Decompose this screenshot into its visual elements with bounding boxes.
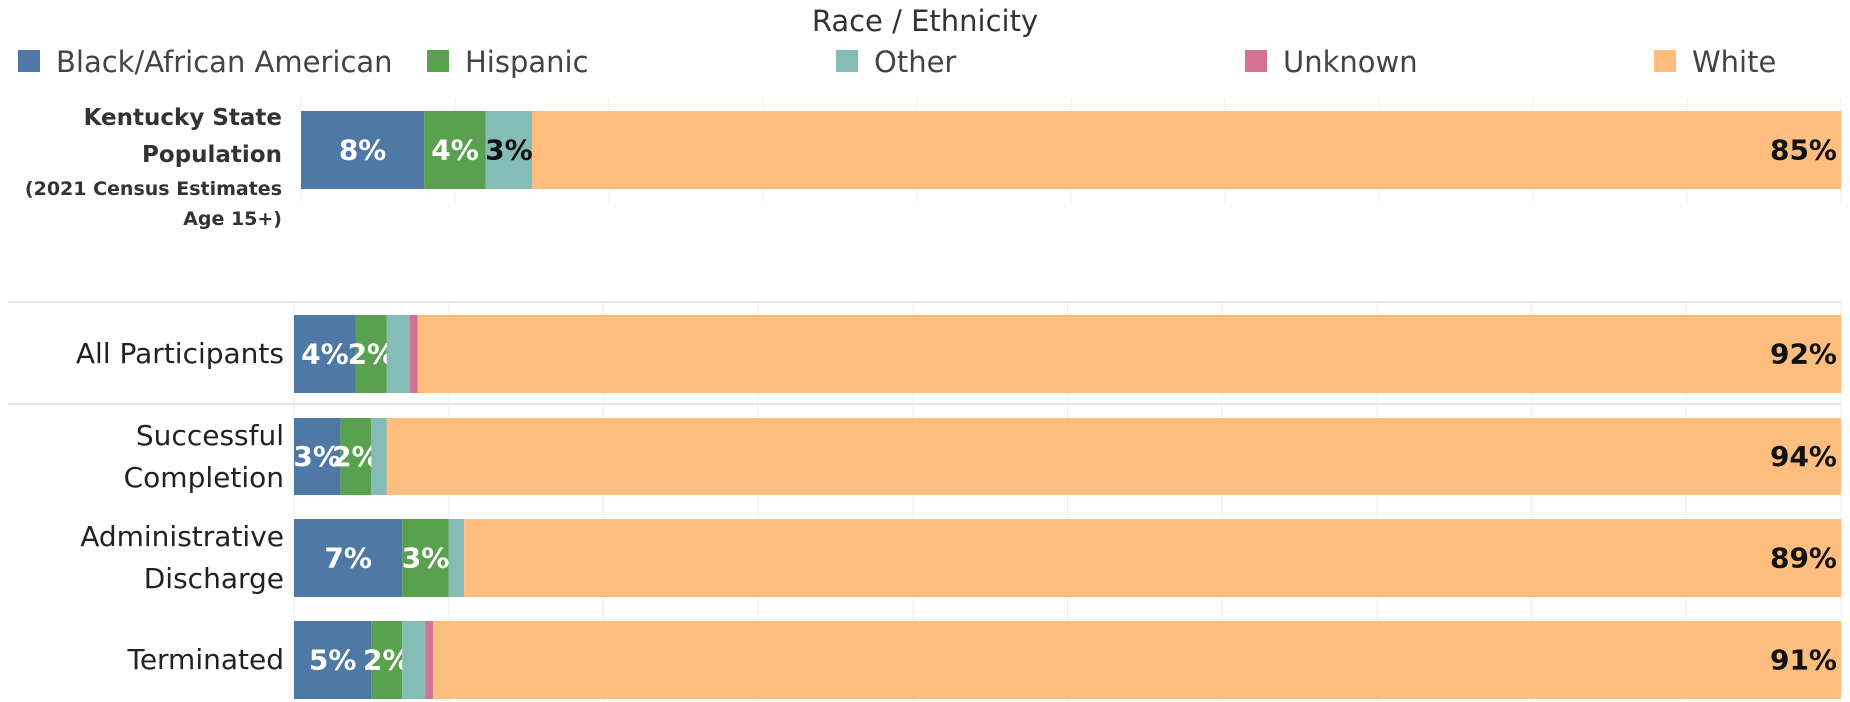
bar-segment bbox=[294, 519, 403, 597]
bar-value-label: 4% bbox=[301, 338, 349, 371]
bar-value-label: 7% bbox=[324, 542, 372, 575]
bar-segment bbox=[410, 315, 418, 393]
legend-label: Unknown bbox=[1283, 45, 1418, 79]
bar-segment bbox=[417, 315, 1841, 393]
bar-segment bbox=[371, 418, 387, 495]
legend-swatch bbox=[1245, 50, 1267, 72]
bar-value-label: 4% bbox=[431, 134, 479, 167]
bar-segment bbox=[433, 621, 1842, 699]
bar-segment bbox=[532, 111, 1841, 189]
bar-segment bbox=[294, 621, 372, 699]
bar-segment bbox=[485, 111, 532, 189]
bar-segment bbox=[386, 418, 1841, 495]
bar-value-label: 3% bbox=[402, 542, 450, 575]
bar-value-label: 8% bbox=[339, 134, 387, 167]
bar-value-label: 5% bbox=[309, 644, 357, 677]
bar-segment bbox=[425, 621, 434, 699]
bar-value-label: 3% bbox=[293, 440, 341, 473]
bar-value-label: 91% bbox=[1770, 644, 1837, 677]
legend-swatch bbox=[1654, 50, 1676, 72]
legend-label: Hispanic bbox=[465, 45, 589, 79]
legend-label: Black/African American bbox=[56, 45, 393, 79]
bar-segment bbox=[340, 418, 372, 495]
legend-swatch bbox=[18, 50, 40, 72]
category-note: (2021 Census Estimates Age 15+) bbox=[24, 178, 282, 230]
bar-segment bbox=[464, 519, 1841, 597]
bar-segment bbox=[371, 621, 403, 699]
bar-value-label: 92% bbox=[1770, 338, 1837, 371]
category-label: All Participants bbox=[75, 337, 284, 370]
legend-title: Race / Ethnicity bbox=[812, 4, 1038, 38]
bar-segment bbox=[355, 315, 387, 393]
bar-segment bbox=[386, 315, 411, 393]
bar-segment bbox=[402, 621, 426, 699]
legend-swatch bbox=[427, 50, 449, 72]
category-label: Administrative Discharge bbox=[80, 520, 284, 595]
category-label: Successful Completion bbox=[123, 418, 284, 494]
bar-value-label: 94% bbox=[1770, 440, 1837, 473]
bar-segment bbox=[402, 519, 449, 597]
bar-segment bbox=[424, 111, 486, 189]
legend-label: Other bbox=[874, 45, 956, 79]
category-label: Terminated bbox=[127, 643, 284, 676]
bar-segment bbox=[294, 418, 341, 495]
bar-value-label: 85% bbox=[1770, 134, 1837, 167]
category-label: Kentucky State Population bbox=[83, 105, 282, 168]
legend-swatch bbox=[836, 50, 858, 72]
bar-value-label: 89% bbox=[1770, 542, 1837, 575]
bar-segment bbox=[294, 315, 356, 393]
bar-value-label: 3% bbox=[485, 134, 533, 167]
legend-label: White bbox=[1692, 45, 1776, 79]
bar-segment bbox=[448, 519, 465, 597]
bar-segment bbox=[301, 111, 425, 189]
